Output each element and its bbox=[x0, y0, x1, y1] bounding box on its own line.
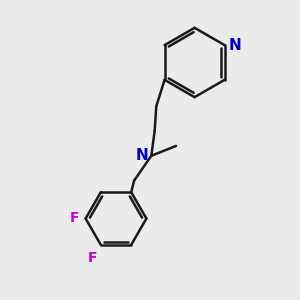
Text: N: N bbox=[229, 38, 242, 52]
Text: F: F bbox=[70, 211, 80, 225]
Text: N: N bbox=[136, 148, 149, 163]
Text: F: F bbox=[88, 251, 98, 265]
